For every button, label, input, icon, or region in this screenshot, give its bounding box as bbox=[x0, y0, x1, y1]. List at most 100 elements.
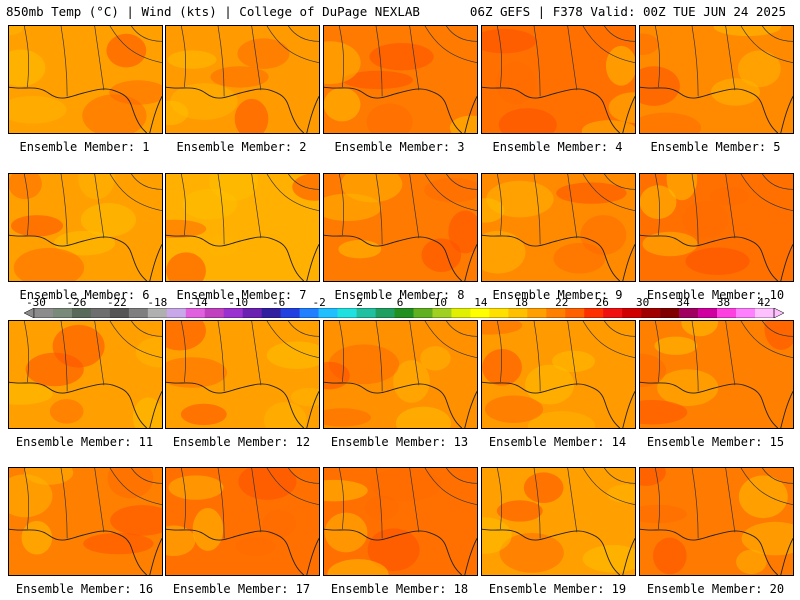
colorbar-swatch bbox=[622, 308, 642, 318]
temperature-contour-area bbox=[395, 406, 451, 428]
colorbar-tick-label: -18 bbox=[147, 296, 168, 309]
height-contour bbox=[251, 26, 262, 91]
height-contour bbox=[424, 468, 477, 506]
height-contour bbox=[496, 468, 502, 530]
height-contour bbox=[338, 321, 344, 383]
temperature-contour-area bbox=[420, 346, 451, 371]
height-contour bbox=[23, 321, 29, 383]
temperature-contour-area bbox=[166, 525, 196, 557]
coastline bbox=[640, 234, 793, 281]
temperature-contour-area bbox=[482, 348, 522, 386]
height-contour bbox=[725, 321, 736, 386]
temperature-contour-area bbox=[52, 324, 105, 368]
colorbar-swatch bbox=[679, 308, 699, 318]
height-contour bbox=[266, 26, 319, 64]
height-contour bbox=[180, 468, 186, 530]
temperature-contour-area bbox=[741, 521, 793, 556]
height-contour bbox=[762, 174, 793, 190]
temperature-contour-area bbox=[581, 120, 635, 133]
height-contour bbox=[496, 26, 502, 88]
height-contour bbox=[338, 26, 344, 88]
height-contour bbox=[288, 321, 319, 337]
temperature-contour-area bbox=[168, 475, 224, 500]
temperature-contour-area bbox=[24, 468, 74, 485]
colorbar-swatch bbox=[204, 308, 225, 318]
temperature-contour-area bbox=[110, 505, 162, 536]
temperature-contour-area bbox=[484, 395, 544, 423]
colorbar-swatch bbox=[736, 308, 756, 318]
temperature-contour-area bbox=[21, 520, 53, 555]
ensemble-member-label: Ensemble Member: 13 bbox=[330, 435, 469, 449]
temperature-contour-area bbox=[482, 28, 536, 54]
ensemble-member-label: Ensemble Member: 9 bbox=[492, 288, 623, 302]
height-contour bbox=[567, 174, 578, 239]
height-contour bbox=[762, 321, 793, 337]
height-contour bbox=[266, 321, 319, 359]
coastline bbox=[166, 381, 319, 428]
colorbar-tick-label: -14 bbox=[187, 296, 208, 309]
colorbar-tick-label: 6 bbox=[396, 296, 404, 309]
ensemble-map-panel-6 bbox=[8, 173, 163, 282]
temperature-contour-area bbox=[9, 474, 53, 518]
coastline bbox=[324, 528, 477, 575]
colorbar-swatch bbox=[185, 308, 206, 318]
height-contour bbox=[654, 468, 660, 530]
colorbar-swatch bbox=[755, 308, 775, 318]
temperature-contour-area bbox=[342, 70, 413, 90]
colorbar-tick-label: 2 bbox=[356, 296, 363, 309]
height-contour bbox=[217, 321, 225, 392]
height-contour bbox=[533, 26, 541, 97]
colorbar-tick-label: 38 bbox=[716, 296, 731, 309]
temperature-contour-area bbox=[498, 108, 557, 133]
ensemble-map-panel-20 bbox=[639, 467, 794, 576]
height-contour bbox=[762, 26, 793, 42]
temperature-contour-area bbox=[235, 537, 276, 556]
ensemble-map-panel-3 bbox=[323, 25, 478, 134]
temperature-contour-area bbox=[13, 247, 85, 281]
colorbar-tick-label: 42 bbox=[757, 296, 771, 309]
temperature-contour-area bbox=[166, 252, 206, 281]
height-contour bbox=[654, 174, 660, 236]
colorbar-swatch bbox=[660, 308, 680, 318]
temperature-contour-area bbox=[606, 484, 635, 503]
ensemble-map-panel-8 bbox=[323, 173, 478, 282]
temperature-contour-area bbox=[10, 215, 64, 237]
temperature-contour-area bbox=[640, 185, 677, 219]
height-contour bbox=[409, 321, 420, 386]
height-contour bbox=[266, 174, 319, 212]
temperature-contour-area bbox=[482, 517, 512, 554]
temperature-contour-area bbox=[266, 341, 319, 369]
colorbar-swatch bbox=[147, 308, 168, 318]
ensemble-map-panel-18 bbox=[323, 467, 478, 576]
ensemble-member-label: Ensemble Member: 16 bbox=[15, 582, 154, 596]
temperature-contour-area bbox=[764, 321, 793, 350]
temperature-contour-area bbox=[682, 201, 729, 238]
height-contour bbox=[375, 468, 383, 539]
colorbar-tick-label: -30 bbox=[26, 296, 46, 309]
height-contour bbox=[288, 174, 319, 190]
ensemble-map-panel-7 bbox=[165, 173, 320, 282]
height-contour bbox=[740, 26, 793, 64]
temperature-contour-area bbox=[681, 321, 719, 337]
temperature-contour-area bbox=[180, 403, 227, 426]
height-contour bbox=[533, 174, 541, 245]
chart-title: 850mb Temp (°C) | Wind (kts) | College o… bbox=[6, 4, 420, 19]
height-contour bbox=[180, 174, 186, 236]
temperature-contour-area bbox=[324, 479, 368, 502]
temperature-contour-area bbox=[424, 177, 477, 203]
coastline bbox=[324, 86, 477, 133]
colorbar-swatch bbox=[299, 308, 319, 318]
colorbar-swatch bbox=[565, 308, 585, 318]
ensemble-member-label: Ensemble Member: 20 bbox=[646, 582, 785, 596]
height-contour bbox=[131, 26, 162, 42]
temperature-contour-area bbox=[107, 468, 154, 499]
colorbar-swatch bbox=[375, 308, 395, 318]
colorbar-swatch bbox=[128, 308, 149, 318]
ensemble-map-panel-2 bbox=[165, 25, 320, 134]
temperature-contour-area bbox=[135, 336, 162, 368]
height-contour bbox=[288, 26, 319, 42]
ensemble-member-label: Ensemble Member: 19 bbox=[488, 582, 627, 596]
colorbar-swatch bbox=[356, 308, 376, 318]
temperature-contour-area bbox=[738, 475, 788, 519]
colorbar-swatch bbox=[109, 308, 130, 318]
